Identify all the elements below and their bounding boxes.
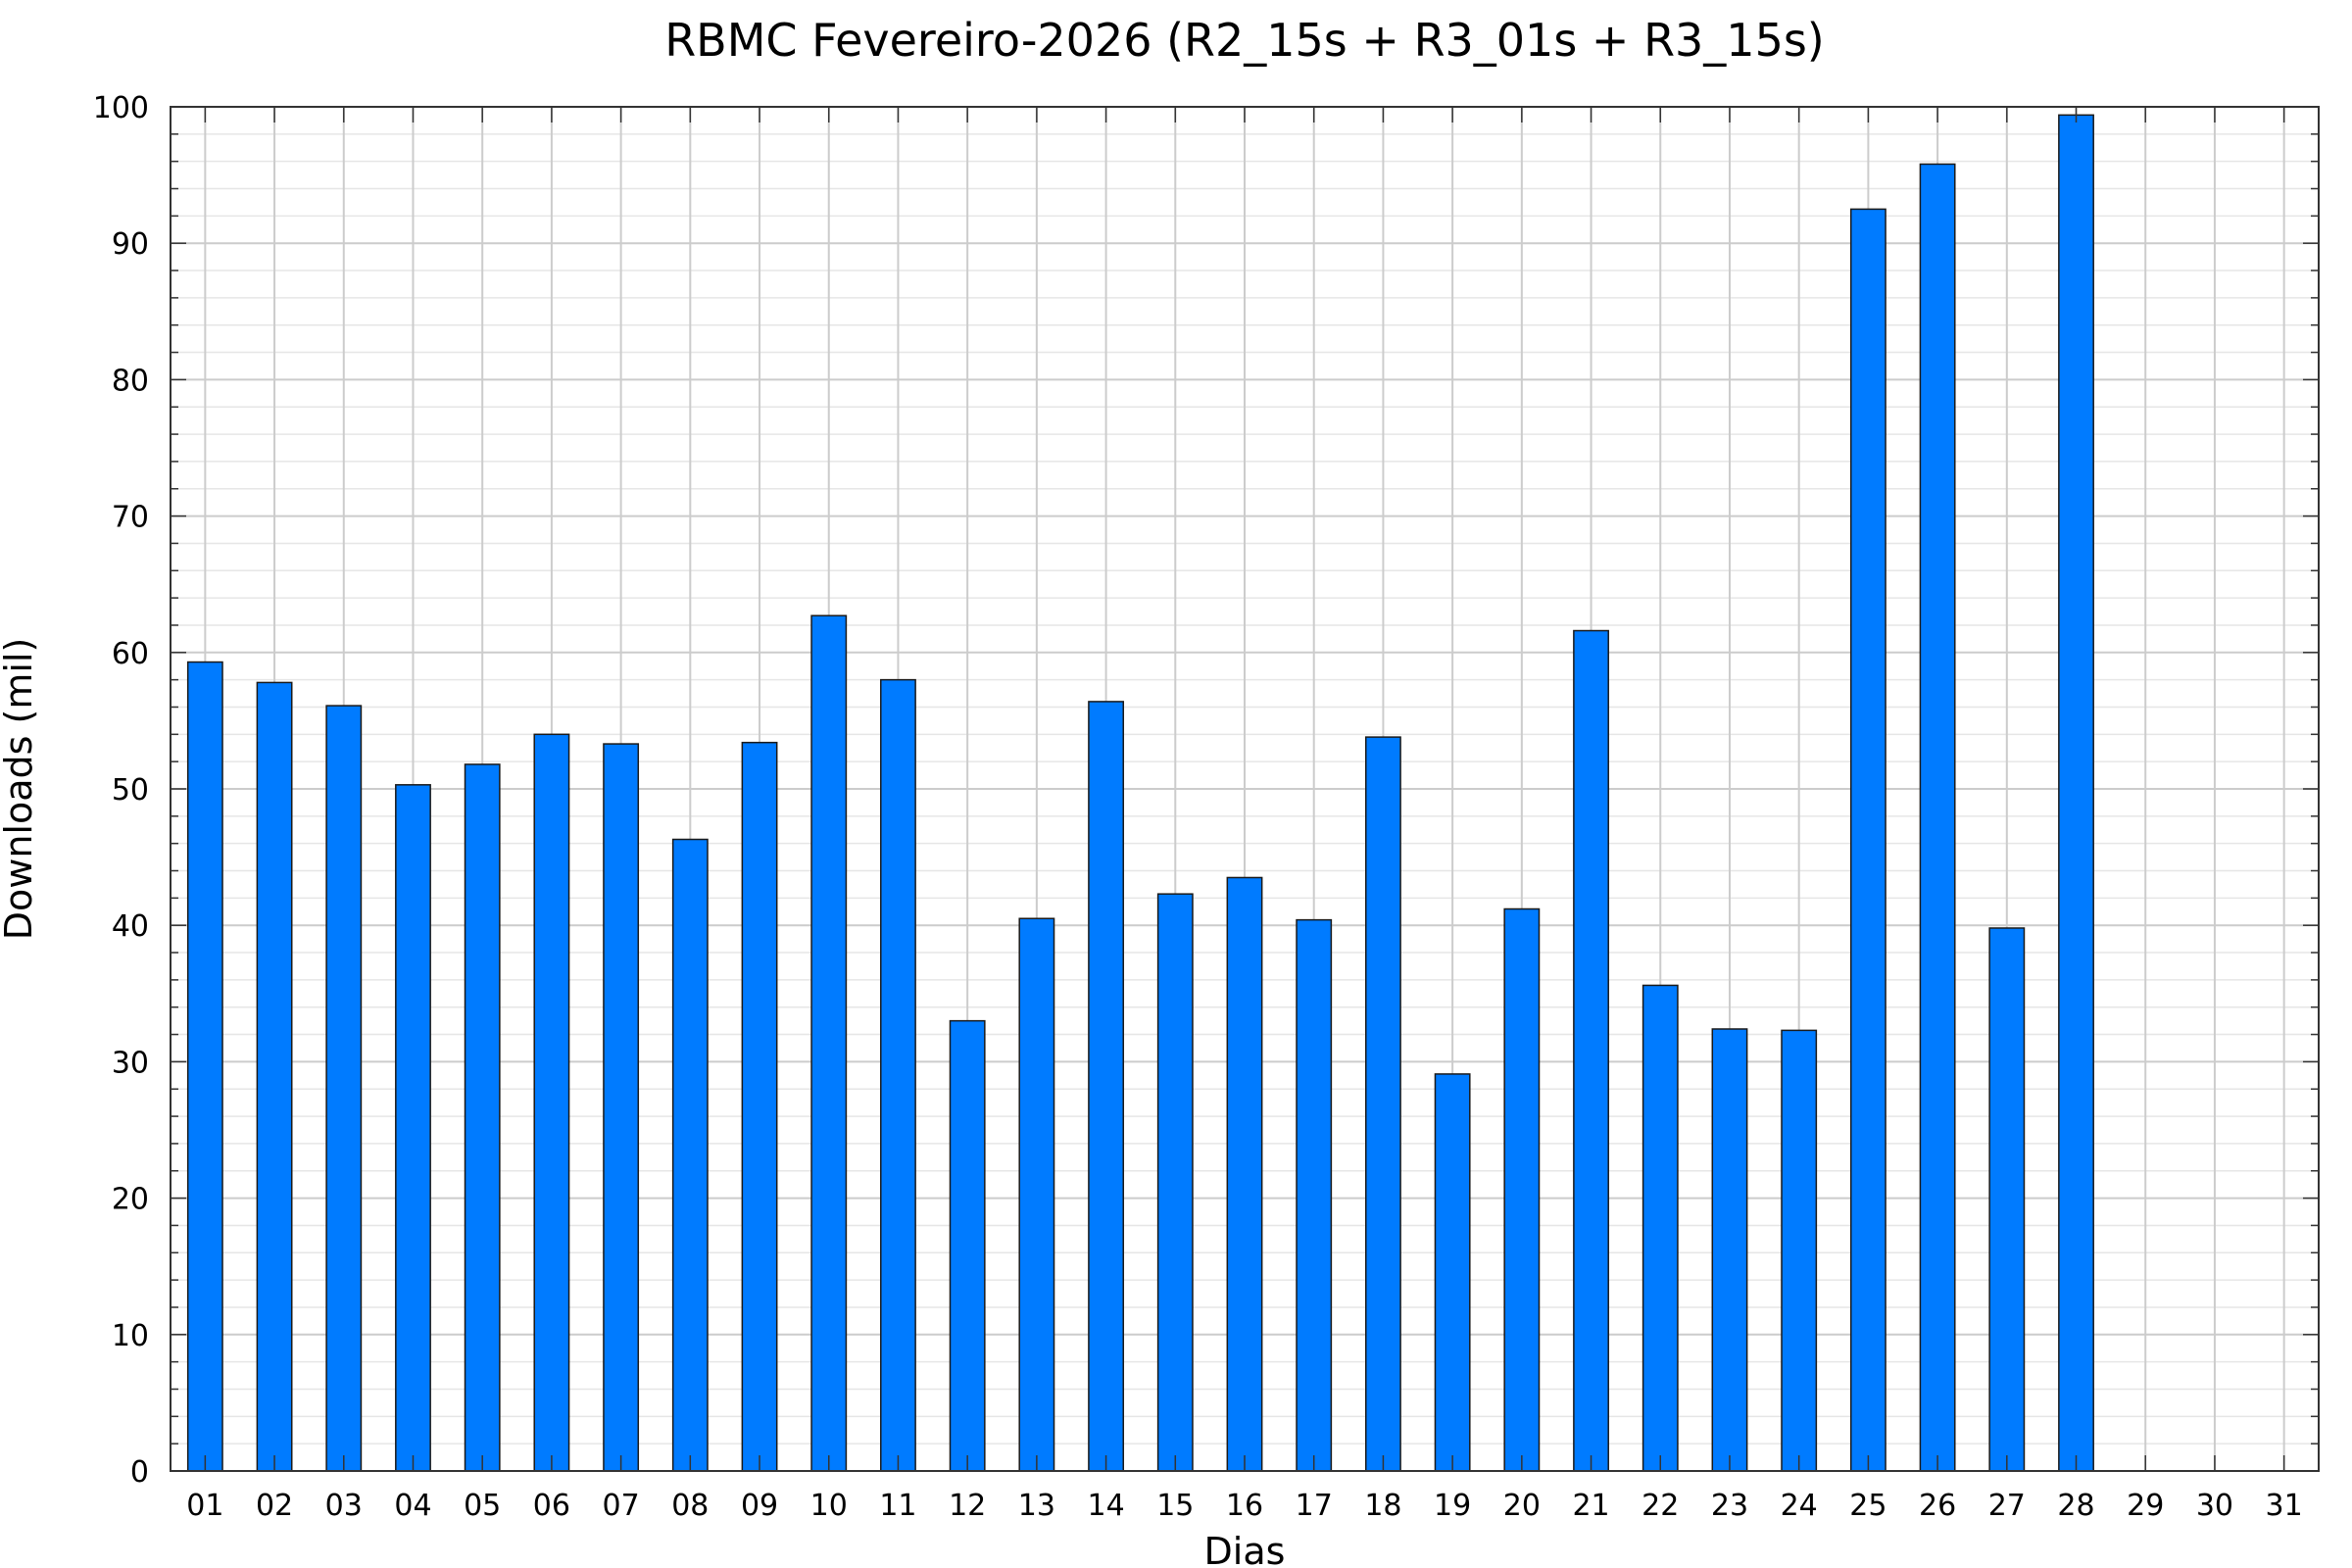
y-tick-label: 20 <box>112 1183 149 1217</box>
chart-title: RBMC Fevereiro-2026 (R2_15s + R3_01s + R… <box>664 14 1825 67</box>
bar-day-12 <box>949 1019 986 1472</box>
x-tick-label: 23 <box>1711 1489 1748 1523</box>
bar-day-13 <box>1018 917 1055 1472</box>
x-tick-label: 24 <box>1781 1489 1818 1523</box>
x-tick-label: 11 <box>879 1489 916 1523</box>
x-tick-label: 19 <box>1434 1489 1471 1523</box>
x-tick-label: 25 <box>1849 1489 1886 1523</box>
bar-day-18 <box>1364 736 1401 1472</box>
axis-ticks <box>171 106 2319 1472</box>
bar-day-05 <box>464 763 501 1472</box>
bar-day-10 <box>810 614 848 1472</box>
bar-day-23 <box>1711 1028 1748 1472</box>
bar-day-24 <box>1781 1029 1818 1472</box>
bar-day-02 <box>256 681 293 1472</box>
bar-day-28 <box>2058 114 2094 1472</box>
x-tick-label: 17 <box>1296 1489 1333 1523</box>
bar-day-03 <box>325 705 363 1472</box>
bar-day-15 <box>1156 893 1194 1472</box>
y-tick-label: 70 <box>112 501 149 535</box>
x-tick-label: 06 <box>533 1489 570 1523</box>
bar-day-14 <box>1088 701 1125 1472</box>
bar-day-11 <box>880 678 916 1472</box>
y-tick-label: 0 <box>130 1455 149 1490</box>
x-tick-label: 29 <box>2127 1489 2164 1523</box>
x-tick-label: 08 <box>671 1489 709 1523</box>
bar-day-16 <box>1226 876 1263 1472</box>
bar-day-26 <box>1919 163 1956 1472</box>
x-tick-label: 21 <box>1572 1489 1609 1523</box>
bar-day-09 <box>741 741 778 1472</box>
x-tick-label: 05 <box>464 1489 501 1523</box>
x-tick-label: 15 <box>1156 1489 1194 1523</box>
x-tick-label: 20 <box>1503 1489 1541 1523</box>
x-tick-label: 09 <box>741 1489 778 1523</box>
x-tick-label: 27 <box>1988 1489 2026 1523</box>
x-tick-label: 12 <box>949 1489 986 1523</box>
bar-day-07 <box>603 743 640 1472</box>
bar-day-25 <box>1849 208 1886 1472</box>
x-tick-labels: 01 02 03 04 05 06 07 08 09 10 11 12 13 14 15 16 17 18 19 20… <box>186 1489 2302 1523</box>
bar-day-22 <box>1642 984 1679 1472</box>
x-tick-label: 28 <box>2057 1489 2094 1523</box>
bar-day-19 <box>1434 1073 1471 1472</box>
bar-day-06 <box>533 733 570 1472</box>
x-tick-label: 10 <box>810 1489 848 1523</box>
y-tick-label: 100 <box>93 91 149 125</box>
x-tick-label: 14 <box>1087 1489 1124 1523</box>
y-tick-labels: 0 10 20 30 40 50 60 70 80 90 100 <box>93 91 149 1490</box>
bars <box>186 114 2094 1472</box>
y-tick-label: 40 <box>112 909 149 944</box>
x-tick-label: 13 <box>1018 1489 1055 1523</box>
y-tick-label: 60 <box>112 637 149 671</box>
x-tick-label: 03 <box>325 1489 363 1523</box>
x-tick-label: 07 <box>603 1489 640 1523</box>
y-tick-label: 50 <box>112 773 149 808</box>
bar-day-20 <box>1503 907 1541 1472</box>
y-tick-label: 10 <box>112 1319 149 1353</box>
bar-day-21 <box>1573 629 1609 1472</box>
y-tick-label: 90 <box>112 227 149 262</box>
x-tick-label: 02 <box>256 1489 293 1523</box>
x-tick-label: 16 <box>1226 1489 1263 1523</box>
x-tick-label: 04 <box>394 1489 431 1523</box>
x-tick-label: 01 <box>186 1489 223 1523</box>
x-tick-label: 31 <box>2266 1489 2303 1523</box>
bar-day-04 <box>395 784 431 1472</box>
x-tick-label: 26 <box>1919 1489 1956 1523</box>
bar-day-01 <box>186 661 223 1472</box>
bar-day-17 <box>1296 918 1333 1472</box>
x-tick-label: 18 <box>1364 1489 1401 1523</box>
x-tick-label: 22 <box>1642 1489 1679 1523</box>
bar-day-08 <box>671 838 709 1472</box>
y-axis-label: Downloads (mil) <box>0 638 40 941</box>
bar-day-27 <box>1988 927 2026 1472</box>
y-tick-label: 80 <box>112 364 149 398</box>
y-tick-label: 30 <box>112 1046 149 1080</box>
x-axis-label: Dias <box>1204 1530 1286 1568</box>
x-tick-label: 30 <box>2196 1489 2233 1523</box>
